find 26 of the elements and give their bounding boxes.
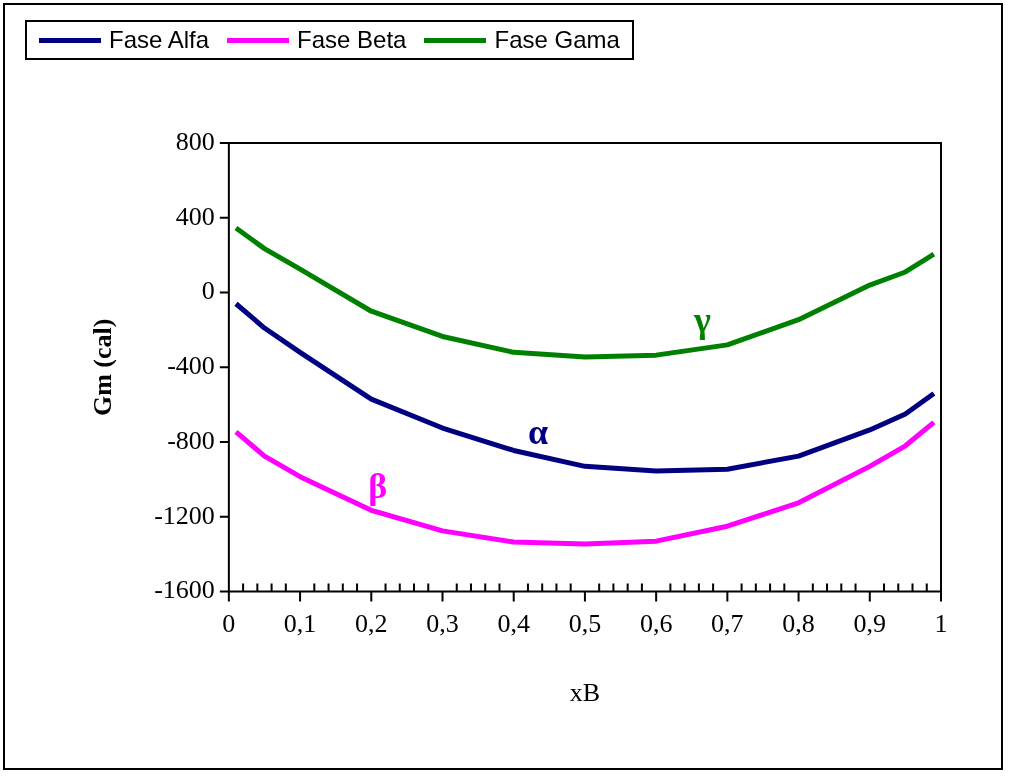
y-tick-label: -800 — [167, 425, 215, 455]
y-tick-label: -1200 — [154, 500, 215, 530]
x-tick-label: 0,5 — [568, 609, 602, 639]
legend-label: Fase Beta — [297, 26, 407, 54]
y-tick-label: -1600 — [154, 575, 215, 605]
x-tick-label: 0,8 — [782, 609, 815, 639]
x-axis-title: xB — [569, 678, 601, 708]
y-tick-label: 400 — [175, 201, 215, 231]
legend-label: Fase Gama — [494, 26, 620, 54]
x-tick-label: 0,1 — [283, 609, 317, 639]
x-tick-label: 0,7 — [711, 609, 744, 639]
x-tick-label: 0,2 — [355, 609, 388, 639]
x-tick-label: 0,9 — [853, 609, 887, 639]
x-tick-label: 0,3 — [426, 609, 459, 639]
x-tick-label: 0 — [222, 609, 236, 639]
annotation: β — [368, 465, 388, 506]
y-tick-label: -400 — [167, 351, 215, 381]
x-tick-label: 0,6 — [639, 609, 673, 639]
y-tick-label: 0 — [201, 276, 215, 306]
x-tick-label: 0,4 — [497, 609, 530, 639]
y-tick-label: 800 — [175, 126, 215, 156]
y-axis-title: Gm (cal) — [88, 318, 118, 417]
annotation: α — [527, 411, 548, 452]
x-tick-label: 1 — [934, 609, 948, 639]
legend-label: Fase Alfa — [109, 26, 210, 54]
annotation: γ — [693, 299, 712, 340]
